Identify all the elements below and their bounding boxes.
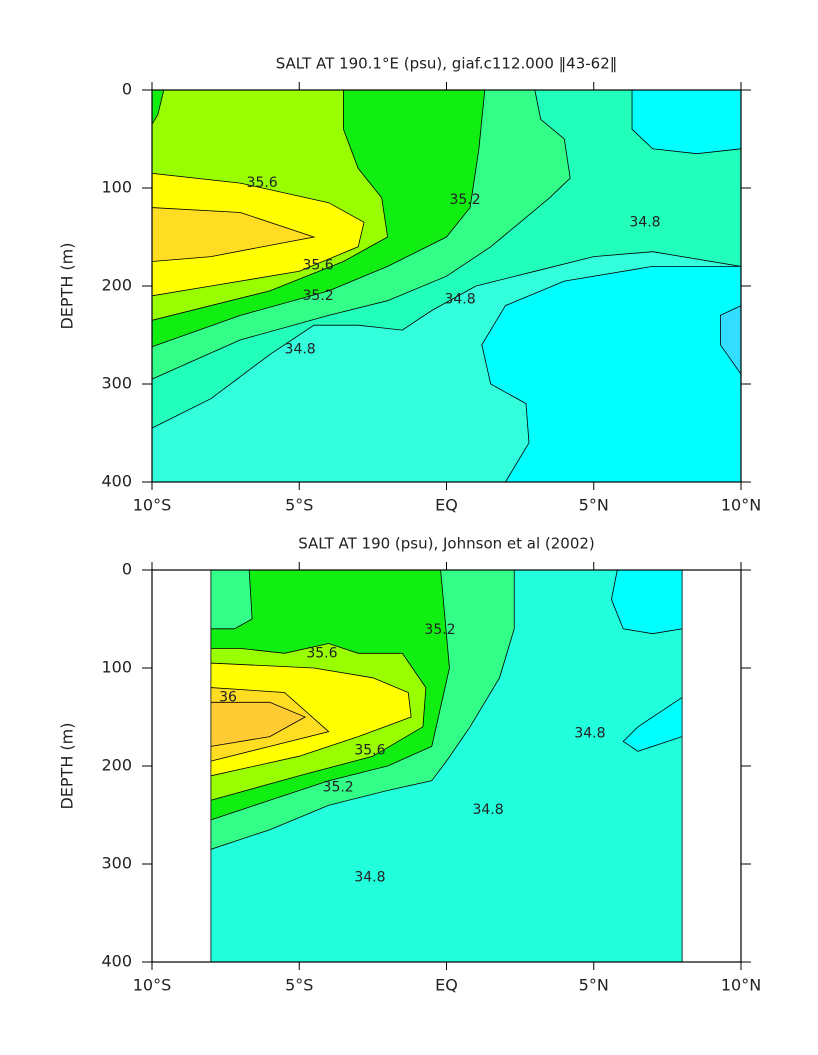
contour-label: 35.6 <box>306 645 337 661</box>
contour-label: 35.2 <box>303 288 334 304</box>
contour-label: 34.8 <box>444 292 475 308</box>
chart-title: SALT AT 190.1°E (psu), giaf.c112.000 ‖43… <box>276 55 618 73</box>
x-tick-label: 5°N <box>579 496 609 515</box>
contour-label: 34.8 <box>354 870 385 886</box>
contour-label: 36 <box>219 689 237 705</box>
y-tick-label: 300 <box>101 854 132 873</box>
x-tick-label: 5°S <box>285 976 313 995</box>
x-tick-label: 10°S <box>133 496 172 515</box>
x-tick-label: 5°N <box>579 976 609 995</box>
y-tick-label: 200 <box>101 756 132 775</box>
contour-label: 35.2 <box>449 192 480 208</box>
x-tick-label: 10°N <box>721 976 761 995</box>
y-tick-label: 300 <box>101 374 132 393</box>
y-tick-label: 400 <box>101 952 132 971</box>
y-axis-label: DEPTH (m) <box>58 722 77 809</box>
x-tick-label: 10°S <box>133 976 172 995</box>
y-tick-label: 0 <box>122 80 132 99</box>
contour-region <box>631 89 742 155</box>
contour-label: 34.8 <box>629 214 660 230</box>
y-tick-label: 0 <box>122 560 132 579</box>
x-tick-label: EQ <box>435 496 458 515</box>
y-tick-label: 100 <box>101 178 132 197</box>
x-tick-label: EQ <box>435 976 458 995</box>
x-tick-label: 5°S <box>285 496 313 515</box>
contour-region <box>611 569 683 635</box>
y-tick-label: 100 <box>101 658 132 677</box>
contour-label: 34.8 <box>574 726 605 742</box>
contour-label: 35.6 <box>303 257 334 273</box>
contour-label: 34.8 <box>285 342 316 358</box>
contour-label: 34.8 <box>472 802 503 818</box>
x-tick-label: 10°N <box>721 496 761 515</box>
contour-label: 35.2 <box>424 622 455 638</box>
y-axis-label: DEPTH (m) <box>58 242 77 329</box>
y-tick-label: 200 <box>101 276 132 295</box>
contour-label: 35.6 <box>247 175 278 191</box>
contour-region <box>210 701 307 747</box>
contour-label: 35.6 <box>354 742 385 758</box>
y-tick-label: 400 <box>101 472 132 491</box>
contour-region <box>622 696 683 752</box>
contour-label: 35.2 <box>323 780 354 796</box>
chart-title: SALT AT 190 (psu), Johnson et al (2002) <box>298 535 595 553</box>
